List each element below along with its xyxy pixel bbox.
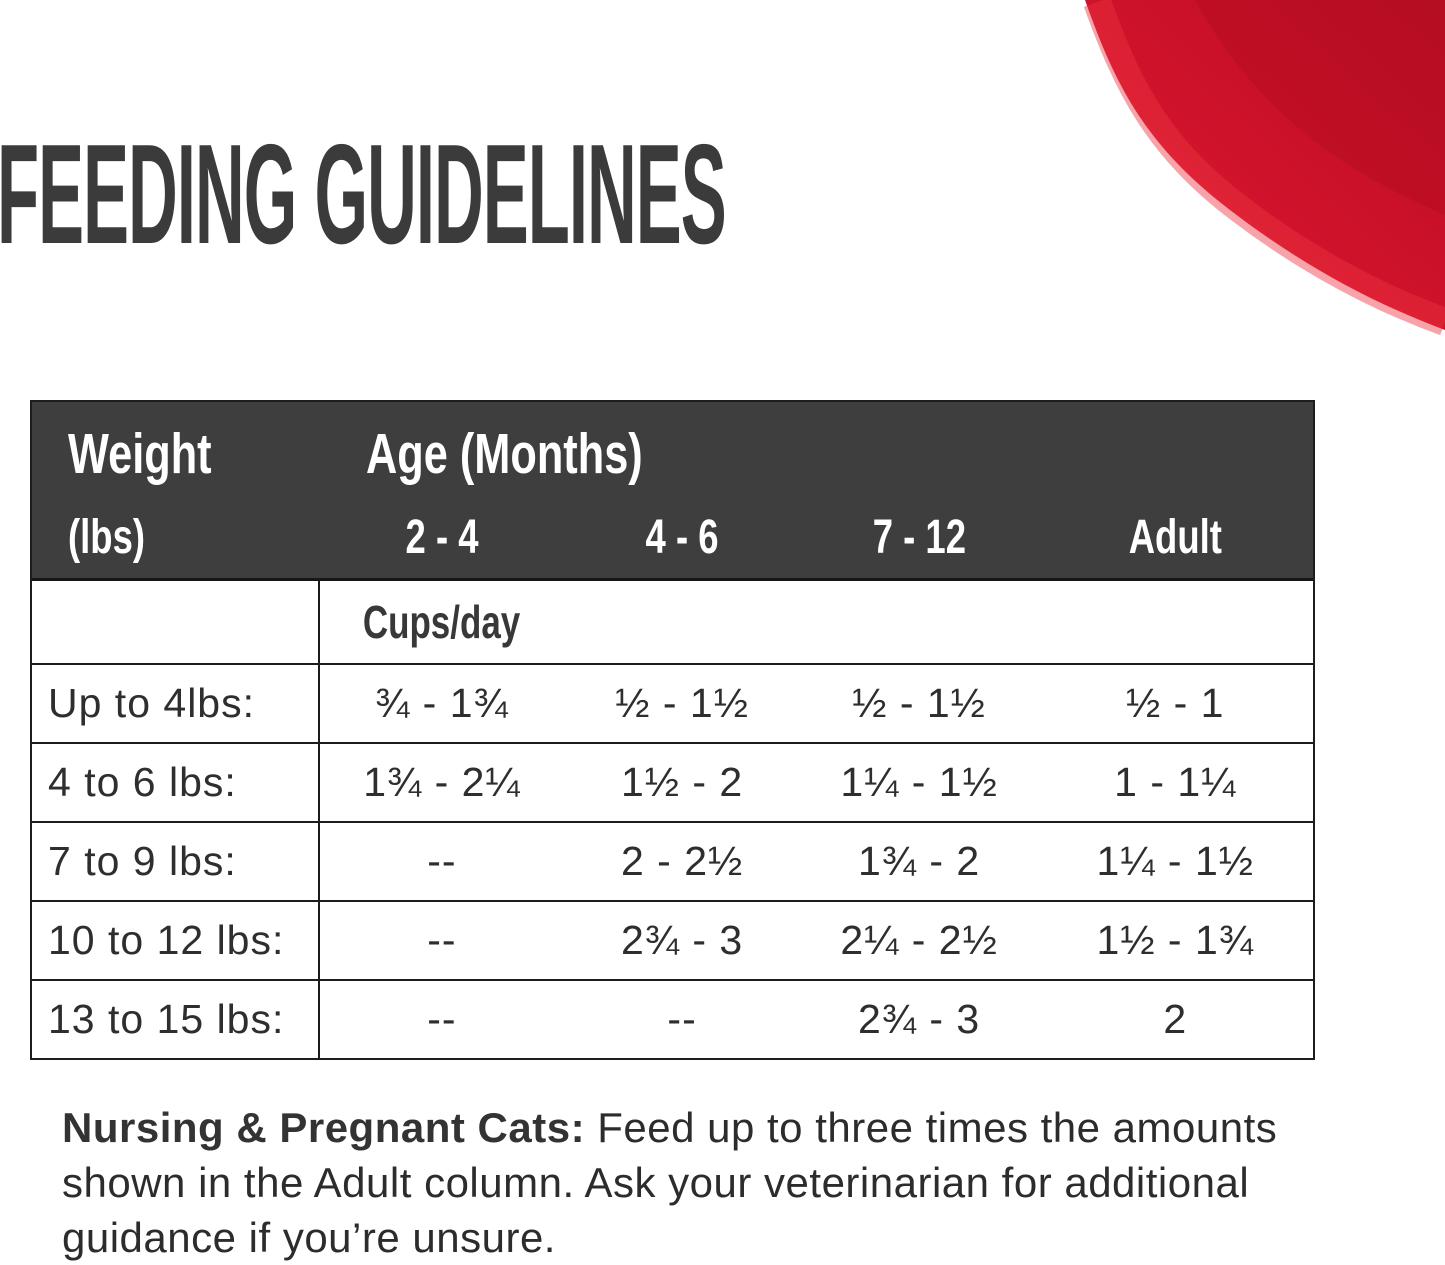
- column-header-4-6: 4 - 6: [645, 510, 719, 564]
- table-row: 10 to 12 lbs: -- 2¾ - 3 2¼ - 2½ 1½ - 1¾: [32, 900, 1313, 980]
- value-cell: 1½ - 2: [620, 759, 744, 806]
- weight-cell: 10 to 12 lbs:: [32, 902, 321, 980]
- value-cell: 2 - 2½: [620, 838, 744, 885]
- table-header: Weight Age (Months) (lbs) 2 - 4 4 - 6 7 …: [32, 402, 1313, 579]
- age-months-label: Age (Months): [366, 422, 643, 486]
- table-row: 13 to 15 lbs: -- -- 2¾ - 3 2: [32, 979, 1313, 1059]
- value-cell: 1¾ - 2¼: [363, 759, 521, 806]
- page-title: FEEDING GUIDELINES: [0, 115, 727, 274]
- column-header-2-4: 2 - 4: [405, 510, 479, 564]
- weight-cell: 7 to 9 lbs:: [32, 823, 321, 901]
- value-cell: 2¾ - 3: [620, 917, 744, 964]
- column-header-7-12: 7 - 12: [872, 510, 966, 564]
- table-row: 7 to 9 lbs: -- 2 - 2½ 1¾ - 2 1¼ - 1½: [32, 821, 1313, 901]
- value-cell: --: [427, 917, 457, 964]
- table-row: 4 to 6 lbs: 1¾ - 2¼ 1½ - 2 1¼ - 1½ 1 - 1…: [32, 742, 1313, 822]
- units-row: Cups/day: [32, 578, 1313, 664]
- weight-cell: 4 to 6 lbs:: [32, 744, 321, 822]
- nursing-note: Nursing & Pregnant Cats: Feed up to thre…: [62, 1100, 1342, 1265]
- value-cell: ½ - 1: [1126, 680, 1225, 727]
- value-cell: --: [427, 838, 457, 885]
- table-row: Up to 4lbs: ¾ - 1¾ ½ - 1½ ½ - 1½ ½ - 1: [32, 663, 1313, 743]
- value-cell: 1¼ - 1½: [840, 759, 998, 806]
- nursing-note-line1: Nursing & Pregnant Cats: Feed up to thre…: [62, 1104, 1278, 1151]
- value-cell: ½ - 1½: [852, 680, 986, 727]
- value-cell: 1¾ - 2: [857, 838, 981, 885]
- weight-range-label: Up to 4lbs:: [48, 680, 255, 727]
- header-lbs: (lbs): [32, 510, 320, 565]
- value-cell: --: [667, 996, 697, 1043]
- value-cell: 2¾ - 3: [857, 996, 981, 1043]
- feeding-guidelines-table: Weight Age (Months) (lbs) 2 - 4 4 - 6 7 …: [30, 400, 1315, 1061]
- header-weight: Weight: [32, 422, 320, 488]
- weight-range-label: 10 to 12 lbs:: [48, 917, 285, 964]
- header-age: Age (Months): [320, 422, 1313, 488]
- weight-cell: Up to 4lbs:: [32, 665, 321, 743]
- value-cell: 1 - 1¼: [1114, 759, 1237, 806]
- nursing-note-lead: Nursing & Pregnant Cats:: [62, 1104, 586, 1151]
- weight-label: Weight: [68, 422, 212, 486]
- value-cell: 1½ - 1¾: [1096, 917, 1254, 964]
- value-cell: --: [427, 996, 457, 1043]
- lbs-unit-label: (lbs): [68, 510, 146, 564]
- cups-per-day-label: Cups/day: [363, 596, 521, 649]
- value-cell: 2¼ - 2½: [840, 917, 998, 964]
- weight-range-label: 4 to 6 lbs:: [48, 759, 237, 806]
- value-cell: 2: [1163, 996, 1188, 1043]
- nursing-note-line2: shown in the Adult column. Ask your vete…: [62, 1159, 1250, 1206]
- nursing-note-line3: guidance if you’re unsure.: [62, 1214, 556, 1261]
- value-cell: ¾ - 1¾: [375, 680, 509, 727]
- weight-range-label: 13 to 15 lbs:: [48, 996, 285, 1043]
- column-header-adult: Adult: [1128, 510, 1222, 564]
- weight-range-label: 7 to 9 lbs:: [48, 838, 237, 885]
- value-cell: ½ - 1½: [615, 680, 749, 727]
- units-row-spacer: [32, 581, 321, 664]
- swoosh-graphic: [1083, 0, 1445, 336]
- red-swoosh-decoration: [1045, 0, 1445, 345]
- weight-cell: 13 to 15 lbs:: [32, 981, 321, 1059]
- cups-per-day-cell: Cups/day: [320, 595, 563, 649]
- value-cell: 1¼ - 1½: [1096, 838, 1254, 885]
